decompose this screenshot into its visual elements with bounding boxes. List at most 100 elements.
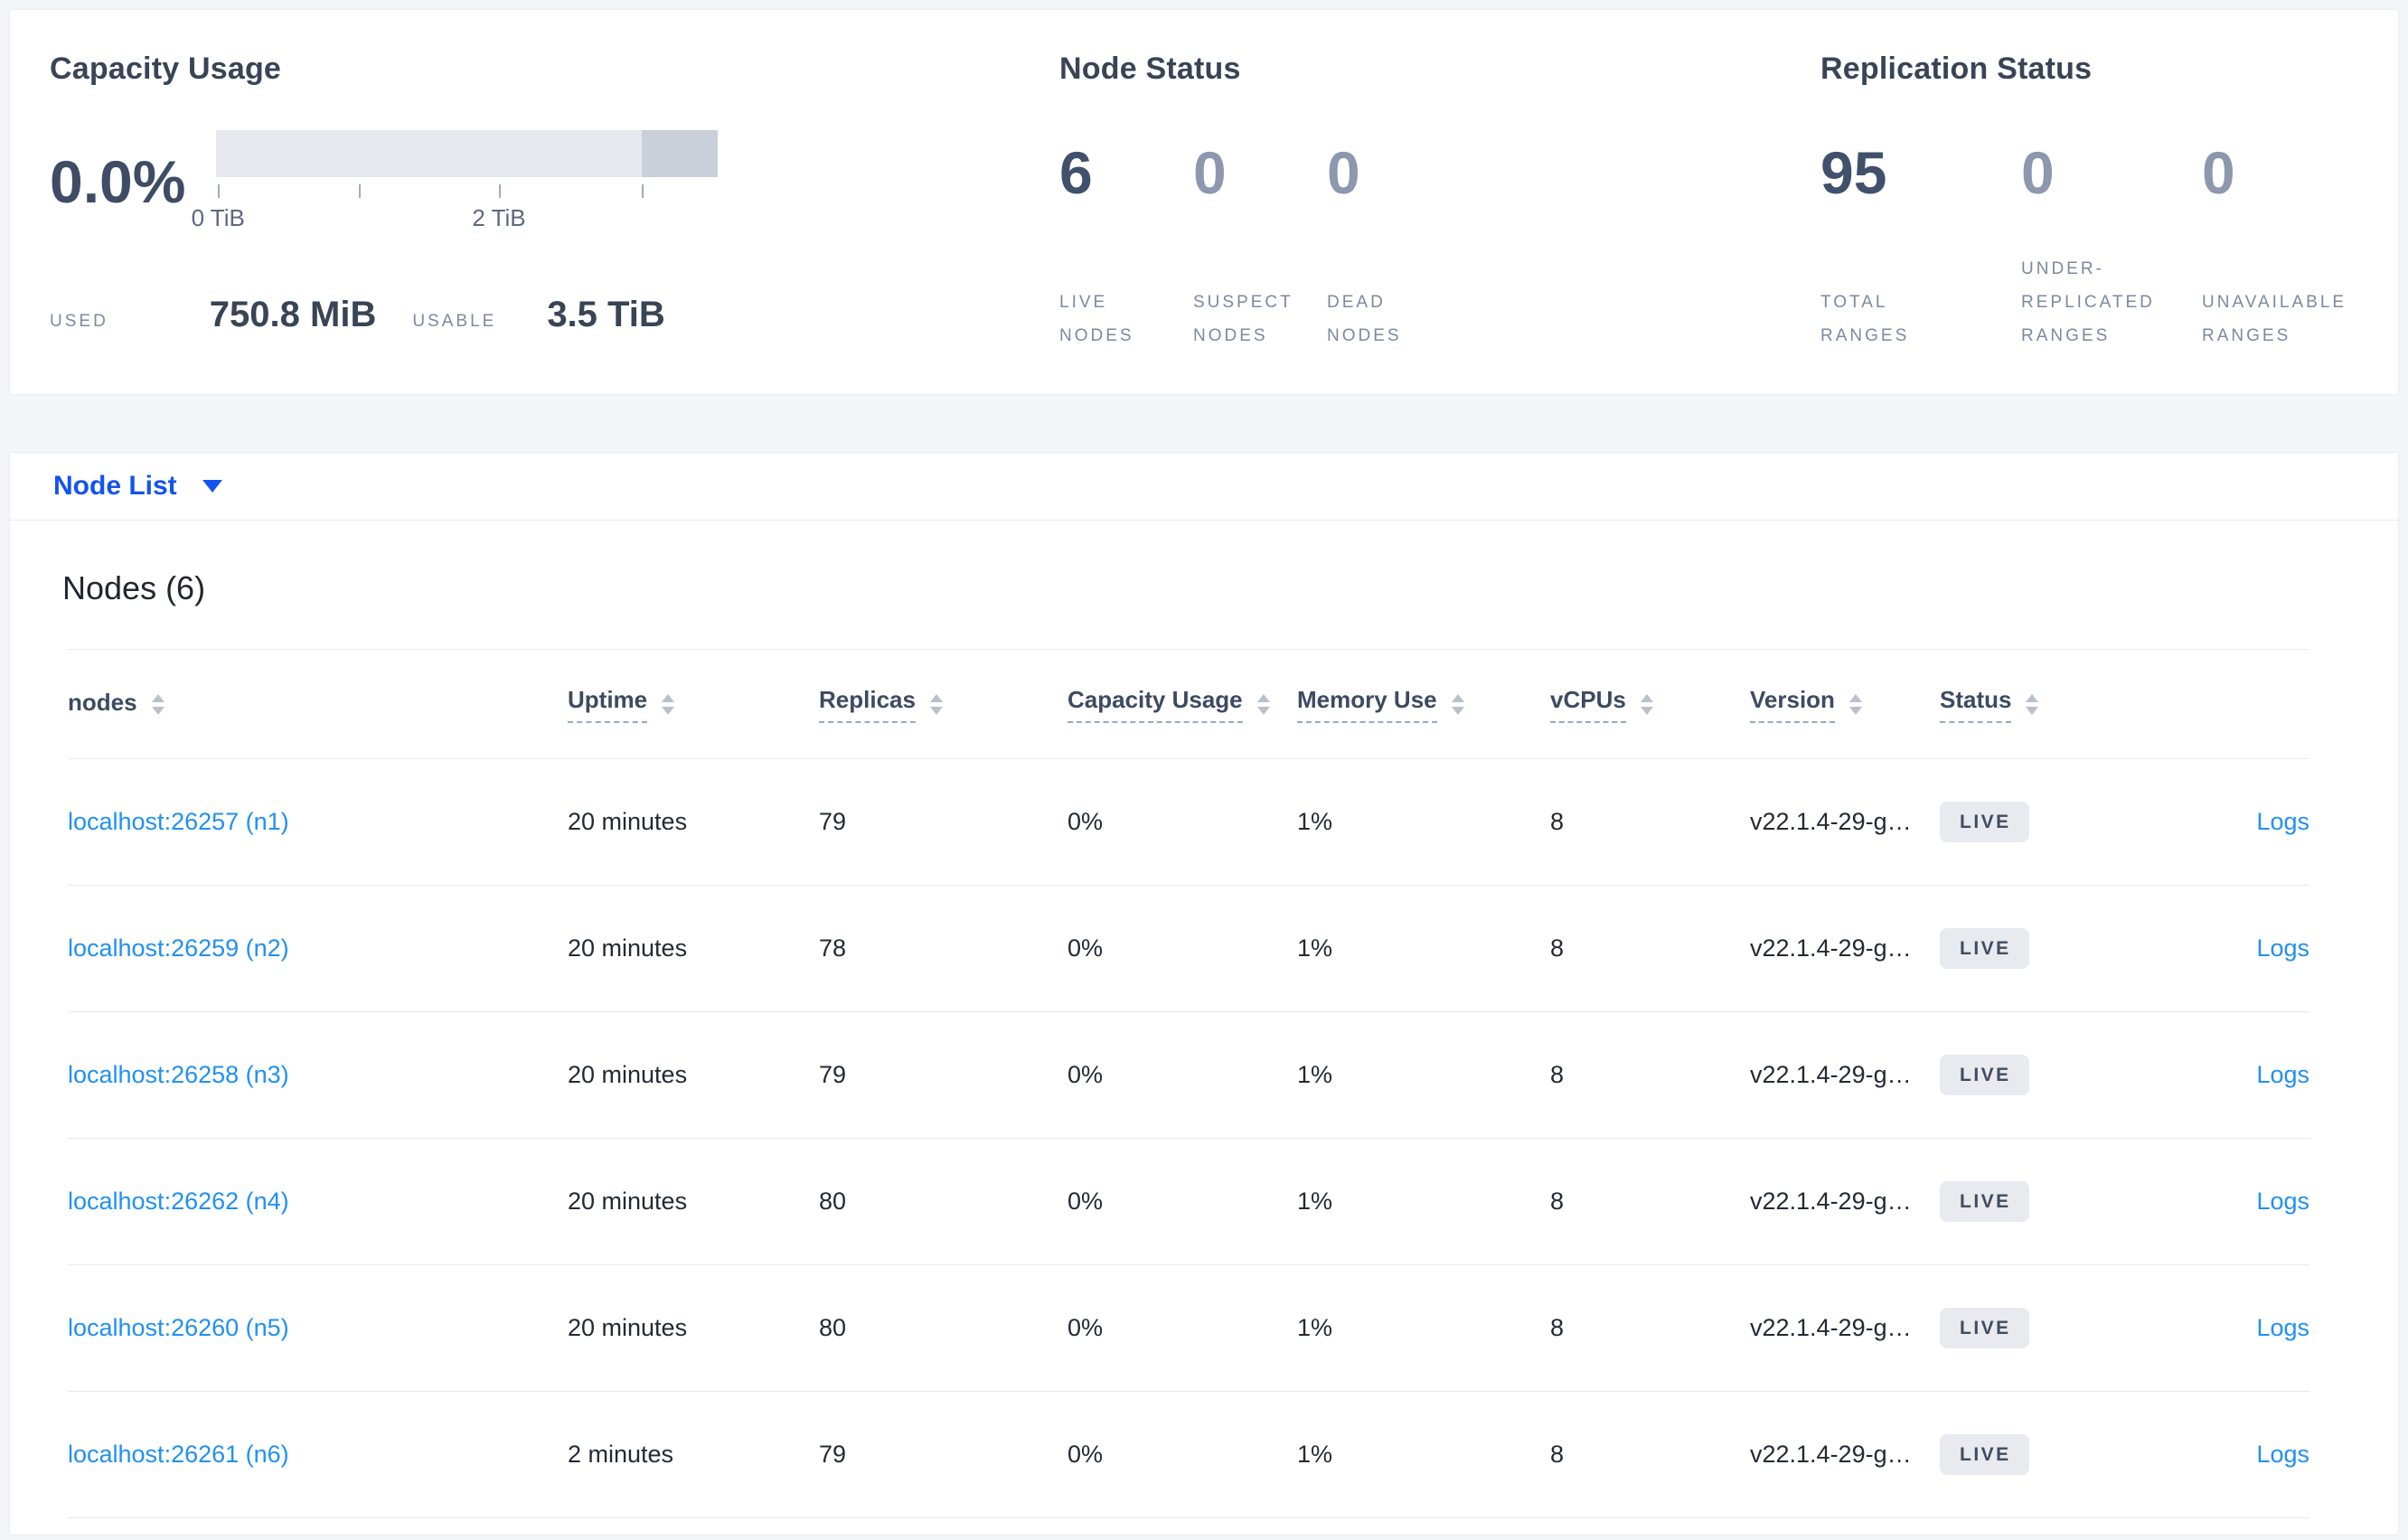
version-cell: v22.1.4-29-g… [1750, 808, 1912, 835]
logs-link[interactable]: Logs [2256, 808, 2309, 835]
node-link[interactable]: localhost:26262 (n4) [68, 1188, 289, 1215]
sort-icon [1256, 693, 1270, 715]
memory-use-cell: 1% [1297, 1314, 1333, 1341]
vcpus-cell: 8 [1550, 934, 1565, 962]
suspect-nodes-label: SUSPECT NODES [1193, 292, 1293, 345]
sort-icon [151, 693, 165, 715]
live-nodes-value: 6 [1059, 139, 1093, 206]
replicas-cell: 79 [819, 808, 847, 835]
capacity-usage-cell: 0% [1068, 1441, 1104, 1468]
vcpus-cell: 8 [1550, 1441, 1565, 1468]
unavailable-ranges-value: 0 [2202, 139, 2235, 206]
memory-use-cell: 1% [1297, 1061, 1333, 1088]
sort-icon [1640, 693, 1653, 715]
memory-use-cell: 1% [1297, 1441, 1333, 1468]
unavailable-ranges-stat: 0 UNAVAILABLE RANGES [2202, 143, 2347, 352]
under-replicated-ranges-stat: 0 UNDER- REPLICATED RANGES [2021, 143, 2202, 352]
uptime-cell: 20 minutes [568, 808, 688, 835]
uptime-cell: 2 minutes [568, 1441, 674, 1468]
table-row: localhost:26260 (n5) 20 minutes 80 0% 1%… [68, 1265, 2309, 1392]
version-cell: v22.1.4-29-g… [1750, 1061, 1912, 1088]
node-link[interactable]: localhost:26257 (n1) [68, 808, 289, 835]
nodes-table-body: localhost:26257 (n1) 20 minutes 79 0% 1%… [68, 759, 2309, 1518]
version-cell: v22.1.4-29-g… [1750, 1314, 1912, 1341]
nodes-table-header: nodes Uptime Replicas Capacity Usage Mem… [68, 649, 2309, 759]
logs-link[interactable]: Logs [2256, 934, 2309, 962]
logs-link[interactable]: Logs [2256, 1314, 2309, 1341]
node-status-title: Node Status [1059, 52, 1241, 86]
node-list-dropdown-label: Node List [53, 471, 177, 501]
suspect-nodes-stat: 0 SUSPECT NODES [1193, 143, 1327, 352]
nodes-heading: Nodes (6) [62, 569, 206, 606]
chevron-down-icon [202, 480, 222, 493]
dead-nodes-value: 0 [1327, 139, 1360, 206]
node-status-section: Node Status 6 LIVE NODES 0 SUSPECT NODES… [1059, 10, 1764, 394]
logs-link[interactable]: Logs [2256, 1441, 2309, 1468]
live-nodes-stat: 6 LIVE NODES [1059, 143, 1193, 352]
memory-use-cell: 1% [1297, 808, 1333, 835]
unavailable-ranges-label: UNAVAILABLE RANGES [2202, 292, 2347, 345]
version-cell: v22.1.4-29-g… [1750, 934, 1912, 962]
vcpus-cell: 8 [1550, 1061, 1565, 1088]
logs-link[interactable]: Logs [2256, 1061, 2309, 1088]
uptime-cell: 20 minutes [568, 934, 688, 962]
live-nodes-label: LIVE NODES [1059, 292, 1134, 345]
replicas-cell: 80 [819, 1314, 847, 1341]
column-header-version[interactable]: Version [1750, 686, 1940, 723]
total-ranges-value: 95 [1820, 139, 1887, 206]
axis-tick [218, 184, 221, 198]
node-list-dropdown[interactable]: Node List [10, 453, 2398, 521]
dead-nodes-stat: 0 DEAD NODES [1327, 143, 1461, 352]
capacity-bar-reserved-segment [642, 130, 718, 177]
capacity-usage-cell: 0% [1068, 1188, 1104, 1215]
under-replicated-ranges-label: UNDER- REPLICATED RANGES [2021, 258, 2155, 345]
sort-icon [1451, 693, 1464, 715]
status-badge: LIVE [1940, 1055, 2029, 1095]
sort-icon [929, 693, 943, 715]
column-header-memory-use[interactable]: Memory Use [1297, 686, 1550, 723]
capacity-usage-section: Capacity Usage 0.0% 0 TiB 2 TiB USED 750… [50, 10, 1026, 394]
axis-tick-label: 0 TiB [191, 204, 245, 231]
logs-link[interactable]: Logs [2256, 1188, 2309, 1215]
replicas-cell: 79 [819, 1441, 847, 1468]
capacity-bar [216, 130, 718, 177]
total-ranges-label: TOTAL RANGES [1820, 292, 1910, 345]
replicas-cell: 79 [819, 1061, 847, 1088]
nodes-table: nodes Uptime Replicas Capacity Usage Mem… [10, 649, 2398, 1518]
dead-nodes-label: DEAD NODES [1327, 292, 1402, 345]
column-header-logs [2211, 702, 2309, 706]
status-badge: LIVE [1940, 802, 2029, 842]
version-cell: v22.1.4-29-g… [1750, 1188, 1912, 1215]
uptime-cell: 20 minutes [568, 1314, 688, 1341]
capacity-usage-cell: 0% [1068, 808, 1104, 835]
axis-tick [499, 184, 502, 198]
table-row: localhost:26259 (n2) 20 minutes 78 0% 1%… [68, 886, 2309, 1012]
status-badge: LIVE [1940, 928, 2029, 969]
replicas-cell: 78 [819, 934, 847, 962]
column-header-capacity-usage[interactable]: Capacity Usage [1068, 686, 1297, 723]
total-ranges-stat: 95 TOTAL RANGES [1820, 143, 2021, 352]
node-link[interactable]: localhost:26260 (n5) [68, 1314, 289, 1341]
node-link[interactable]: localhost:26258 (n3) [68, 1061, 289, 1088]
replication-status-title: Replication Status [1820, 52, 2093, 86]
vcpus-cell: 8 [1550, 808, 1565, 835]
replicas-cell: 80 [819, 1188, 847, 1215]
column-header-replicas[interactable]: Replicas [819, 686, 1068, 723]
table-row: localhost:26262 (n4) 20 minutes 80 0% 1%… [68, 1139, 2309, 1265]
node-link[interactable]: localhost:26261 (n6) [68, 1441, 289, 1468]
column-header-vcpus[interactable]: vCPUs [1550, 686, 1750, 723]
node-link[interactable]: localhost:26259 (n2) [68, 934, 289, 962]
sort-icon [1848, 693, 1862, 715]
node-list-card: Node List Nodes (6) nodes Uptime Replica… [9, 452, 2399, 1535]
capacity-usage-cell: 0% [1068, 1314, 1104, 1341]
status-badge: LIVE [1940, 1434, 2029, 1475]
column-header-status[interactable]: Status [1940, 686, 2211, 723]
status-badge: LIVE [1940, 1181, 2029, 1222]
uptime-cell: 20 minutes [568, 1061, 688, 1088]
column-header-uptime[interactable]: Uptime [568, 686, 819, 723]
version-cell: v22.1.4-29-g… [1750, 1441, 1912, 1468]
capacity-usage-cell: 0% [1068, 934, 1104, 962]
column-header-nodes[interactable]: nodes [68, 689, 568, 720]
usable-value: 3.5 TiB [547, 295, 665, 334]
table-row: localhost:26261 (n6) 2 minutes 79 0% 1% … [68, 1392, 2309, 1518]
